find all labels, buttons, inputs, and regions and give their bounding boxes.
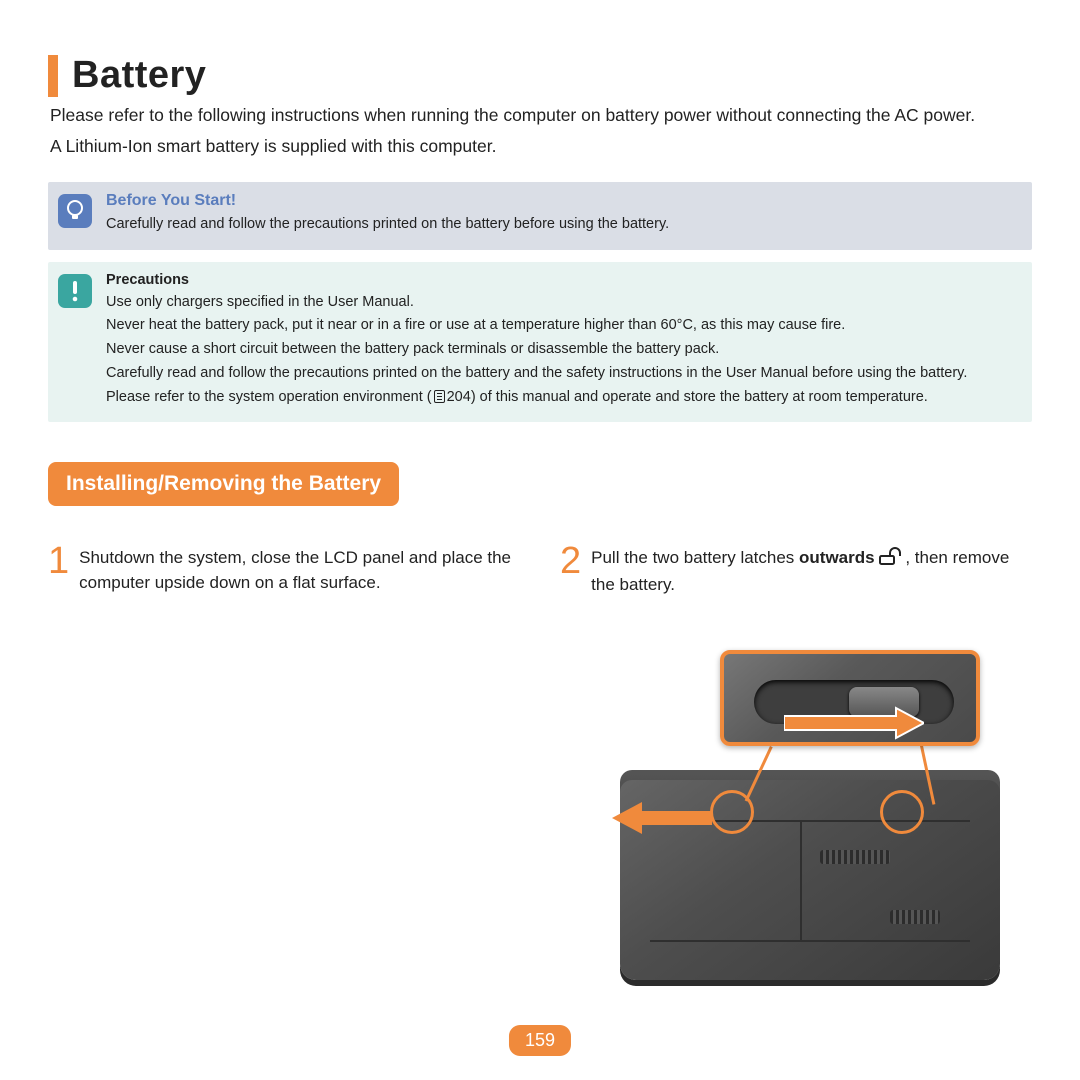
page-title: Battery <box>72 54 206 97</box>
intro-paragraph-2: A Lithium-Ion smart battery is supplied … <box>50 134 1032 159</box>
manual-page: Battery Please refer to the following in… <box>0 0 1080 1080</box>
step-1: 1 Shutdown the system, close the LCD pan… <box>48 546 520 595</box>
remove-direction-arrow <box>612 798 712 838</box>
step-2: 2 Pull the two battery latches outwards … <box>560 546 1032 597</box>
page-number-badge: 159 <box>509 1025 571 1056</box>
precautions-heading: Precautions <box>106 272 1018 288</box>
precaution-line-5: Please refer to the system operation env… <box>106 387 1018 409</box>
steps-row: 1 Shutdown the system, close the LCD pan… <box>48 546 1032 597</box>
title-row: Battery <box>48 54 1032 97</box>
unlock-icon <box>879 547 905 573</box>
intro-paragraph-1: Please refer to the following instructio… <box>50 103 1032 128</box>
precaution-line-3: Never cause a short circuit between the … <box>106 339 1018 361</box>
before-you-start-heading: Before You Start! <box>106 192 1018 210</box>
latch-detail-inset <box>720 650 980 746</box>
step-2-text: Pull the two battery latches outwards , … <box>591 546 1032 597</box>
before-you-start-callout: Before You Start! Carefully read and fol… <box>48 182 1032 250</box>
step-1-number: 1 <box>48 542 69 580</box>
precautions-callout: Precautions Use only chargers specified … <box>48 262 1032 423</box>
battery-removal-illustration <box>600 650 1020 980</box>
step-2-before: Pull the two battery latches <box>591 548 799 567</box>
before-you-start-text: Carefully read and follow the precaution… <box>106 214 1018 236</box>
precaution-line-4: Carefully read and follow the precaution… <box>106 363 1018 385</box>
step-2-bold: outwards <box>799 548 875 567</box>
lightbulb-icon <box>58 194 92 228</box>
step-2-number: 2 <box>560 542 581 580</box>
exclamation-icon <box>58 274 92 308</box>
precaution-line-2: Never heat the battery pack, put it near… <box>106 315 1018 337</box>
precautions-body: Precautions Use only chargers specified … <box>106 272 1018 411</box>
section-heading: Installing/Removing the Battery <box>48 462 399 506</box>
latch-highlight-right <box>880 790 924 834</box>
step-1-text: Shutdown the system, close the LCD panel… <box>79 546 520 595</box>
precaution-line-1: Use only chargers specified in the User … <box>106 292 1018 314</box>
page-ref-icon <box>434 390 445 403</box>
title-accent-bar <box>48 55 58 97</box>
before-you-start-body: Before You Start! Carefully read and fol… <box>106 192 1018 238</box>
latch-direction-arrow <box>784 706 924 740</box>
page-ref-number: 204 <box>447 389 471 405</box>
